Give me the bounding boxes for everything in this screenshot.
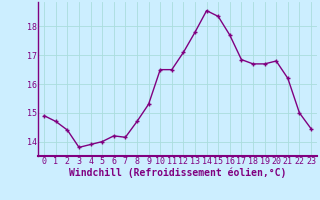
X-axis label: Windchill (Refroidissement éolien,°C): Windchill (Refroidissement éolien,°C) <box>69 168 286 178</box>
